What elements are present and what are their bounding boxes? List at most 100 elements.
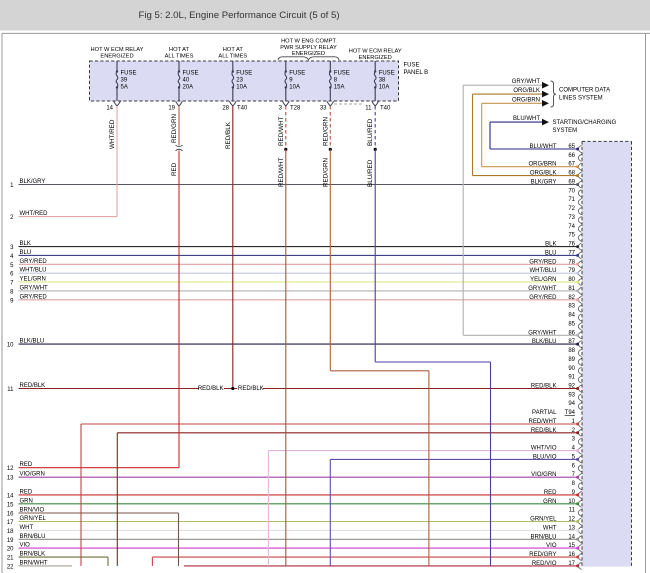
svg-text:79: 79	[568, 268, 575, 274]
svg-text:VIO/GRN: VIO/GRN	[20, 472, 45, 478]
svg-text:ORG/BLK: ORG/BLK	[513, 88, 540, 94]
svg-text:BLK/BLU: BLK/BLU	[532, 339, 557, 345]
svg-text:7: 7	[572, 472, 576, 478]
svg-text:WHT/RED: WHT/RED	[20, 211, 49, 217]
svg-text:70: 70	[568, 188, 575, 194]
svg-text:HOT AT: HOT AT	[223, 47, 244, 53]
svg-text:YEL/GRN: YEL/GRN	[530, 277, 556, 283]
svg-text:LINES SYSTEM: LINES SYSTEM	[559, 96, 603, 102]
svg-text:ORG/BRN: ORG/BRN	[512, 97, 540, 103]
svg-text:HOT W ENG COMPT: HOT W ENG COMPT	[281, 39, 336, 45]
svg-text:22: 22	[7, 564, 14, 570]
svg-text:12: 12	[568, 517, 575, 523]
svg-text:PANEL B: PANEL B	[404, 70, 429, 76]
svg-text:GRN: GRN	[543, 499, 556, 505]
svg-text:ENERGIZED: ENERGIZED	[292, 51, 325, 57]
svg-text:11: 11	[569, 508, 576, 514]
svg-text:GRN/YEL: GRN/YEL	[20, 516, 47, 522]
svg-text:13: 13	[7, 476, 14, 482]
svg-text:GRY/RED: GRY/RED	[20, 259, 48, 265]
svg-text:5A: 5A	[121, 85, 128, 91]
svg-text:BLK: BLK	[545, 242, 556, 248]
svg-text:BLU/VIO: BLU/VIO	[533, 454, 557, 460]
svg-text:81: 81	[568, 286, 575, 292]
svg-text:FUSE: FUSE	[183, 71, 199, 77]
svg-text:RED: RED	[171, 162, 178, 176]
svg-text:ORG/BLK: ORG/BLK	[530, 171, 557, 177]
svg-text:GRY/WHT: GRY/WHT	[528, 330, 557, 336]
svg-text:WHT: WHT	[20, 525, 34, 531]
svg-text:5: 5	[572, 454, 576, 460]
svg-text:13: 13	[568, 525, 575, 531]
svg-text:T40: T40	[380, 106, 391, 112]
svg-text:WHT: WHT	[543, 525, 557, 531]
svg-text:FUSE: FUSE	[236, 71, 252, 77]
svg-text:ALL TIMES: ALL TIMES	[218, 53, 247, 59]
svg-text:84: 84	[568, 313, 575, 319]
svg-text:86: 86	[568, 330, 575, 336]
svg-text:SYSTEM: SYSTEM	[553, 128, 578, 134]
svg-text:3: 3	[572, 437, 576, 443]
svg-text:BLK/GRY: BLK/GRY	[20, 179, 46, 185]
svg-text:BRN/BLK: BRN/BLK	[20, 552, 46, 558]
svg-text:80: 80	[568, 277, 575, 283]
svg-text:76: 76	[568, 242, 575, 248]
svg-text:WHT/VIO: WHT/VIO	[531, 446, 557, 452]
svg-text:GRY/RED: GRY/RED	[529, 295, 557, 301]
svg-text:8: 8	[572, 481, 576, 487]
svg-text:2: 2	[10, 215, 14, 221]
svg-text:65: 65	[568, 144, 575, 150]
svg-text:Fig 5: 2.0L, Engine Performanc: Fig 5: 2.0L, Engine Performance Circuit …	[139, 10, 340, 21]
svg-text:90: 90	[568, 366, 575, 372]
svg-text:87: 87	[568, 339, 575, 345]
svg-text:15A: 15A	[334, 85, 345, 91]
svg-text:20: 20	[7, 547, 14, 553]
svg-text:GRN: GRN	[20, 498, 33, 504]
svg-text:77: 77	[568, 250, 575, 256]
svg-text:10A: 10A	[289, 85, 300, 91]
svg-text:75: 75	[568, 233, 575, 239]
svg-text:83: 83	[568, 304, 575, 310]
svg-text:67: 67	[568, 162, 575, 168]
svg-text:PWR SUPPLY RELAY: PWR SUPPLY RELAY	[280, 45, 337, 51]
svg-text:19: 19	[7, 538, 14, 544]
svg-text:WHT/BLU: WHT/BLU	[530, 268, 557, 274]
svg-text:38: 38	[379, 78, 386, 84]
svg-text:1: 1	[10, 183, 14, 189]
svg-text:15: 15	[7, 502, 14, 508]
svg-text:PARTIAL: PARTIAL	[532, 410, 557, 416]
svg-text:5: 5	[10, 263, 14, 269]
svg-text:T28: T28	[290, 106, 301, 112]
svg-text:BLU: BLU	[545, 250, 557, 256]
svg-text:85: 85	[568, 321, 575, 327]
svg-text:GRY/WHT: GRY/WHT	[20, 285, 49, 291]
svg-text:RED: RED	[20, 489, 33, 495]
svg-text:BLU/RED: BLU/RED	[367, 159, 374, 187]
svg-text:18: 18	[7, 529, 14, 535]
svg-text:WHT/RED: WHT/RED	[109, 119, 116, 149]
svg-text:11: 11	[365, 106, 372, 112]
svg-text:89: 89	[568, 357, 575, 363]
svg-text:GRN/YEL: GRN/YEL	[530, 517, 557, 523]
svg-text:BLU: BLU	[20, 250, 32, 256]
svg-text:ENERGIZED: ENERGIZED	[359, 55, 392, 61]
svg-text:10A: 10A	[379, 85, 390, 91]
svg-text:FUSE: FUSE	[121, 71, 137, 77]
svg-text:69: 69	[568, 180, 575, 186]
svg-text:16: 16	[568, 552, 575, 558]
svg-text:11: 11	[7, 387, 14, 393]
svg-text:VIO: VIO	[546, 543, 557, 549]
svg-text:93: 93	[568, 392, 575, 398]
svg-text:RED/WHT: RED/WHT	[529, 419, 557, 425]
svg-text:2: 2	[572, 428, 576, 434]
svg-text:RED/WHT: RED/WHT	[278, 116, 285, 146]
svg-text:RED/BLK: RED/BLK	[225, 121, 232, 149]
svg-text:74: 74	[568, 224, 575, 230]
svg-text:T94: T94	[565, 410, 576, 416]
svg-text:1: 1	[572, 419, 576, 425]
svg-text:10: 10	[568, 499, 575, 505]
svg-text:6: 6	[10, 272, 14, 278]
svg-text:RED/WHT: RED/WHT	[278, 157, 285, 187]
svg-text:FUSE: FUSE	[379, 71, 395, 77]
svg-text:8: 8	[10, 289, 14, 295]
